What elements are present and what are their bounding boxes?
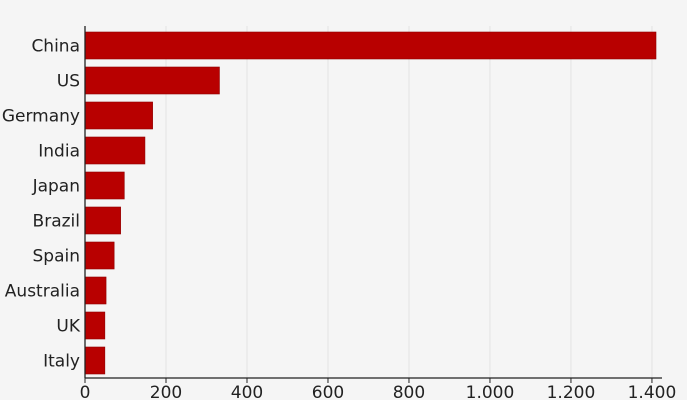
bar	[84, 206, 121, 235]
bar	[84, 101, 153, 130]
bar	[84, 346, 106, 375]
category-label: Spain	[33, 247, 81, 267]
category-label: Brazil	[33, 212, 80, 232]
category-label: Australia	[5, 282, 80, 302]
bar	[84, 311, 106, 340]
x-tick-label: 0	[80, 383, 91, 400]
bar	[84, 31, 657, 60]
category-label: Italy	[43, 352, 80, 372]
x-tick-label: 400	[231, 383, 263, 400]
x-tick-label: 800	[393, 383, 425, 400]
bar	[84, 241, 115, 270]
x-tick-label: 1.400	[628, 383, 677, 400]
x-tick-label: 1.000	[466, 383, 515, 400]
bar	[84, 66, 220, 95]
category-label: China	[31, 37, 80, 57]
category-label: Germany	[2, 107, 80, 127]
category-label: India	[38, 142, 80, 162]
bar	[84, 136, 146, 165]
bar	[84, 276, 107, 305]
category-label: Japan	[32, 177, 80, 197]
category-label: UK	[56, 317, 80, 337]
bar	[84, 171, 125, 200]
category-label: US	[57, 72, 80, 92]
x-tick-label: 600	[312, 383, 344, 400]
x-tick-label: 1.200	[547, 383, 596, 400]
x-tick-label: 200	[150, 383, 182, 400]
